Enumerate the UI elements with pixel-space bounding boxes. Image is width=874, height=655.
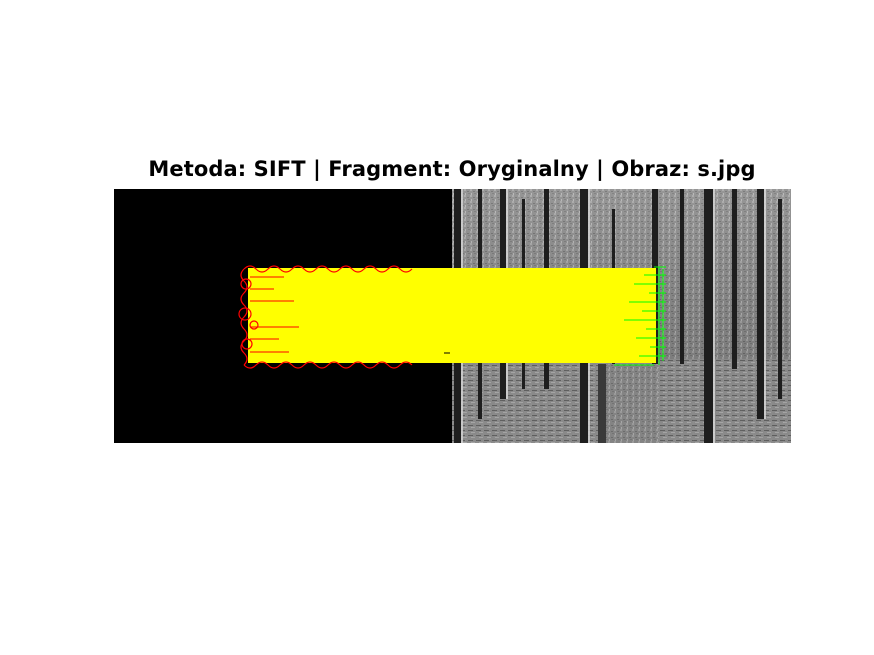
scene-keypoints [614,266,666,366]
match-lines [248,268,656,363]
query-keypoint-streaks [250,276,299,353]
figure-title: Metoda: SIFT | Fragment: Oryginalny | Ob… [148,157,756,181]
image-axes [114,189,791,443]
match-overlay [238,265,666,369]
query-keypoints [238,265,413,369]
